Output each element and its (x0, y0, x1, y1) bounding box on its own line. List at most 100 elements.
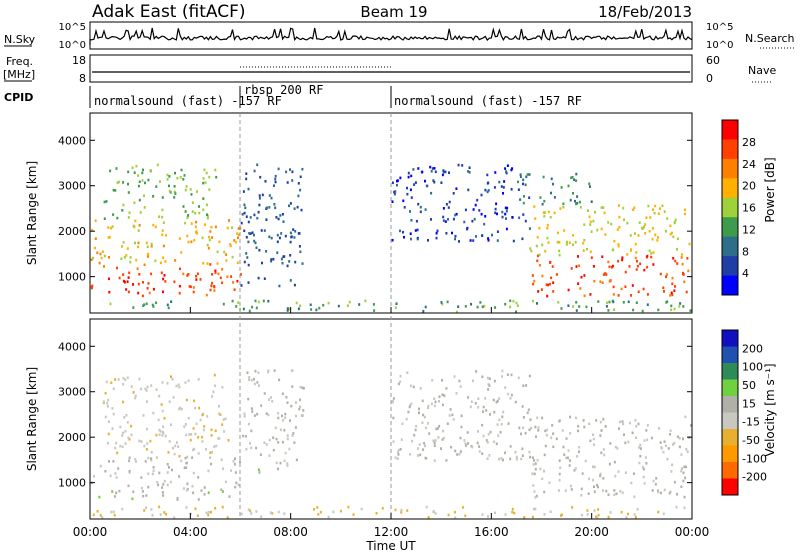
data-cell (194, 211, 197, 215)
data-cell (230, 469, 233, 472)
cbar-tick-label: 16 (742, 202, 756, 215)
data-cell (190, 222, 193, 225)
data-cell (173, 452, 176, 456)
data-cell (228, 219, 230, 222)
data-cell (127, 436, 130, 440)
data-cell (618, 204, 620, 207)
data-cell (673, 480, 676, 484)
data-cell (494, 306, 497, 309)
data-cell (575, 202, 578, 206)
data-cell (164, 434, 167, 438)
data-cell (553, 211, 556, 215)
data-cell (525, 384, 528, 387)
data-cell (263, 277, 266, 280)
data-cell (432, 439, 435, 443)
data-cell (239, 273, 242, 276)
data-cell (651, 237, 654, 241)
data-cell (284, 416, 287, 419)
data-cell (566, 240, 568, 244)
data-cell (613, 489, 616, 492)
data-cell (178, 385, 181, 389)
data-cell (145, 400, 148, 403)
data-cell (542, 175, 545, 179)
data-cell (192, 448, 194, 452)
data-cell (434, 439, 437, 442)
data-cell (562, 445, 565, 449)
data-cell (149, 439, 152, 443)
cbar-tick-label: 50 (742, 379, 756, 392)
data-cell (583, 223, 586, 226)
data-cell (107, 277, 110, 281)
data-cell (309, 303, 312, 307)
data-cell (534, 496, 537, 499)
data-cell (408, 405, 411, 409)
data-cell (672, 235, 675, 239)
data-cell (162, 244, 165, 248)
data-cell (222, 418, 225, 421)
data-cell (588, 182, 591, 186)
data-cell (279, 214, 282, 217)
data-cell (418, 407, 420, 411)
data-cell (623, 218, 625, 221)
data-cell (467, 442, 469, 445)
data-cell (663, 290, 665, 293)
cbar-tick-label: 8 (742, 245, 749, 258)
data-cell (648, 230, 651, 233)
data-cell (445, 387, 448, 390)
data-cell (660, 447, 663, 450)
freq-unit-label: [MHz] (3, 68, 35, 81)
data-cell (145, 427, 148, 431)
data-cell (231, 255, 234, 259)
data-cell (676, 237, 679, 241)
data-cell (547, 241, 550, 244)
data-cell (293, 283, 296, 287)
data-cell (498, 397, 501, 400)
data-cell (415, 219, 418, 223)
data-cell (496, 212, 498, 216)
data-cell (583, 274, 586, 277)
data-cell (103, 200, 106, 204)
data-cell (421, 170, 424, 174)
data-cell (448, 414, 451, 417)
data-cell (118, 276, 121, 280)
data-cell (243, 203, 246, 207)
data-cell (590, 200, 593, 203)
data-cell (211, 451, 213, 454)
data-cell (214, 384, 217, 388)
data-cell (593, 279, 596, 283)
data-cell (575, 309, 578, 312)
data-cell (137, 174, 140, 177)
data-cell (122, 400, 125, 404)
data-cell (410, 219, 413, 222)
data-cell (612, 285, 615, 289)
data-cell (646, 438, 649, 442)
data-cell (558, 459, 561, 462)
data-cell (521, 454, 524, 457)
data-cell (629, 234, 632, 237)
data-cell (543, 513, 546, 516)
data-cell (426, 184, 429, 188)
data-cell (477, 397, 480, 400)
data-cell (656, 239, 659, 242)
data-cell (114, 472, 117, 475)
data-cell (107, 432, 110, 436)
data-cell (299, 385, 302, 389)
data-cell (607, 515, 610, 519)
data-cell (186, 234, 189, 238)
data-cell (603, 453, 606, 457)
data-cell (297, 182, 300, 185)
data-cell (541, 416, 544, 420)
data-cell (545, 433, 548, 437)
data-cell (600, 429, 603, 432)
data-cell (137, 245, 139, 249)
data-cell (685, 465, 688, 469)
data-cell (213, 373, 216, 377)
data-cell (630, 294, 632, 297)
data-cell (515, 310, 517, 314)
data-cell (589, 250, 592, 254)
data-cell (209, 263, 212, 266)
data-cell (155, 301, 158, 305)
data-cell (615, 492, 618, 496)
data-cell (458, 452, 461, 456)
data-cell (474, 402, 477, 405)
